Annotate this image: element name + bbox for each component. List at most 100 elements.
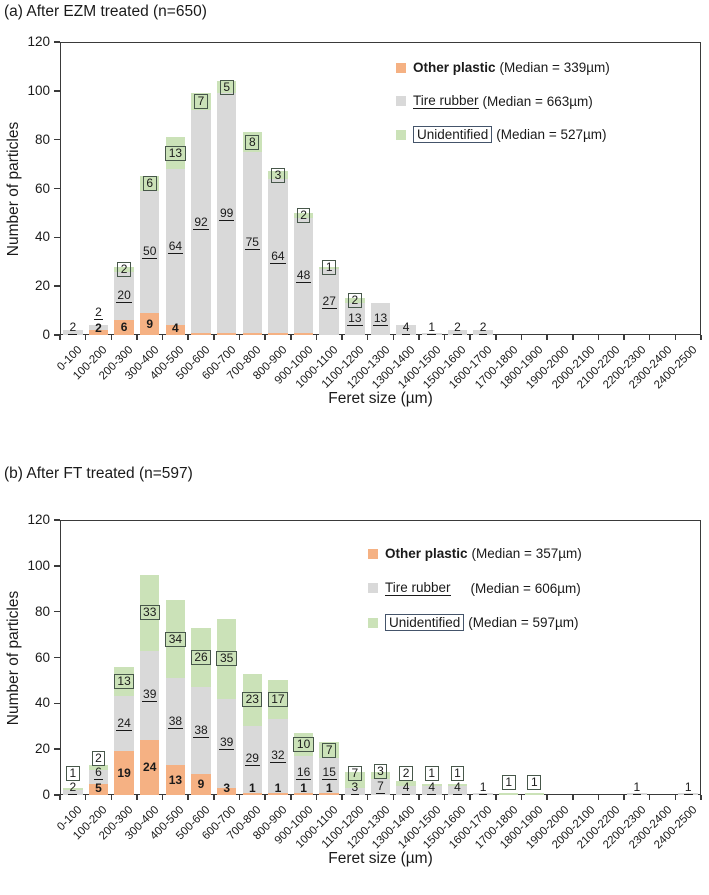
bar-segment-tire-rubber [191,110,211,335]
x-tick [572,795,574,800]
bar-label: 1 [656,780,709,796]
bar-label: 1 [605,780,669,796]
x-tick [161,335,164,340]
y-tick [54,41,60,43]
bar-label: 1 [246,780,310,796]
bar-label: 64 [143,239,207,255]
bar-segment-tire-rubber [114,696,134,752]
bar-label-text-unidentified: 1 [322,260,337,276]
legend-label: Other plastic [413,60,496,75]
bar-label-text-tire-rubber: 1 [632,780,642,795]
bar-segment-tire-rubber [165,678,186,766]
bar-segment-unidentified [268,680,288,720]
bar-segment-tire-rubber [473,792,493,795]
bar-label: 6 [66,765,130,781]
bar-label: 4 [425,780,489,796]
bar-label-text-tire-rubber: 38 [193,722,209,738]
bar-label: 7 [323,765,387,781]
bar-segment-tire-rubber [370,303,391,335]
x-tick [520,335,523,340]
x-tick [315,795,318,800]
bar-segment-tire-rubber [242,726,263,793]
bar-label: 33 [118,605,182,621]
bar-label: 26 [169,650,233,666]
bar-segment-other-plastic [165,325,186,335]
x-tick [315,335,318,340]
bar-label: 39 [118,687,182,703]
x-tick [366,795,369,800]
x-tick [213,335,215,340]
legend-item-tire-rubber: Tire rubber (Median = 663µm) [396,93,593,109]
bar-segment-unidentified [191,627,211,688]
legend-median: (Median = 357µm) [471,546,582,561]
x-tick [495,795,497,800]
bar-segment-tire-rubber [268,719,288,793]
bar-label-text-unidentified: 8 [245,134,260,150]
bar-label: 13 [143,772,207,788]
x-tick [443,795,446,800]
bar-label: 15 [297,765,361,781]
bar-label-text-tire-rubber: 1 [427,320,437,335]
bar-label-text-other-plastic: 1 [248,780,256,795]
bar-label-text-unidentified: 2 [399,765,413,781]
bar-label-text-unidentified: 1 [450,765,465,781]
bar-segment-tire-rubber [370,778,391,795]
x-tick [674,795,677,800]
y-tick-label: 20 [34,278,50,294]
legend-label: Unidentified [413,126,493,143]
tire-rubber-swatch-icon [368,583,378,593]
bar-label: 24 [118,760,182,776]
y-tick [54,187,60,190]
bar-label-text-tire-rubber: 2 [68,780,78,795]
bar-segment-tire-rubber [319,758,339,793]
x-tick [495,335,497,340]
other-plastic-swatch-icon [368,548,378,559]
bar-segment-other-plastic [114,751,134,795]
bar-label-text-tire-rubber: 2 [94,305,103,320]
bar-label-text-tire-rubber: 75 [244,235,260,251]
x-tick [366,335,369,340]
bar-label: 17 [246,692,310,708]
bar-segment-trace-other [293,333,314,335]
y-tick-label: 40 [34,695,50,711]
bar-segment-unidentified [139,575,160,651]
bar-segment-other-plastic [139,313,160,335]
x-tick [290,795,292,800]
bar-label: 99 [195,206,259,222]
y-tick-label: 40 [34,229,50,245]
y-tick-label: 0 [42,327,50,342]
bar-label: 48 [272,268,336,284]
legend-label: Tire rubber [413,93,479,109]
x-tick [59,335,61,340]
bar-label: 20 [92,288,156,304]
bar-label-text-tire-rubber: 4 [453,780,462,795]
x-tick [110,335,113,340]
x-tick [546,335,548,340]
bar-label-text-unidentified: 1 [501,774,516,790]
x-tick [520,795,523,800]
y-axis-title-a: Number of particles [5,121,22,256]
bar-segment-tire-rubber [293,217,314,335]
bar-label: 1 [297,780,361,796]
x-axis-title-b: Feret size (µm) [328,850,433,867]
x-tick [418,335,420,340]
x-tick [648,335,651,340]
bar-label: 50 [118,244,182,260]
legend-item-other-plastic: Other plastic (Median = 357µm) [368,546,582,561]
bar-segment-tire-rubber [216,93,237,335]
bar-label-text-unidentified: 1 [424,765,439,781]
bar-label-text-unidentified: 6 [142,176,157,192]
bar-segment-unidentified [242,132,263,152]
bar-label-text-unidentified: 2 [296,207,311,223]
bar-label: 4 [374,320,438,336]
y-tick [54,236,60,239]
y-tick [54,656,60,659]
bar-label-text-other-plastic: 9 [146,316,154,331]
x-axis-title-a: Feret size (µm) [328,390,433,407]
bar-label-text-tire-rubber: 1 [478,780,488,795]
bar-label-text-unidentified: 7 [194,94,208,110]
bar-label-text-other-plastic: 13 [168,772,183,787]
bar-segment-other-plastic [319,792,339,795]
bar-label-text-tire-rubber: 16 [295,765,312,780]
x-tick [392,795,395,800]
